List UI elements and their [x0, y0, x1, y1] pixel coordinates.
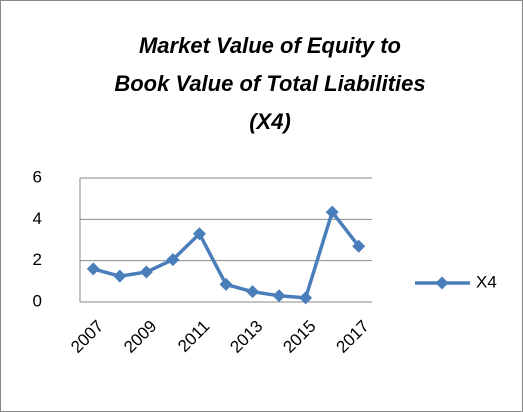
y-tick-label: 0 — [33, 291, 42, 310]
point-marker — [139, 265, 153, 279]
point-marker — [325, 205, 339, 219]
y-tick-label: 4 — [33, 209, 42, 228]
point-marker — [219, 277, 233, 291]
legend-label: X4 — [476, 272, 497, 291]
point-marker — [192, 227, 206, 241]
point-marker — [352, 239, 366, 253]
legend-marker — [435, 276, 449, 290]
chart-title: Market Value of Equity to — [139, 33, 401, 58]
y-tick-label: 2 — [33, 250, 42, 269]
point-marker — [272, 289, 286, 303]
point-marker — [113, 269, 127, 283]
chart-title: Book Value of Total Liabilities — [114, 71, 425, 96]
point-marker — [299, 291, 313, 305]
point-marker — [246, 285, 260, 299]
point-marker — [86, 262, 100, 276]
chart-title: (X4) — [249, 109, 291, 134]
y-tick-label: 6 — [33, 167, 42, 186]
point-marker — [166, 253, 180, 267]
